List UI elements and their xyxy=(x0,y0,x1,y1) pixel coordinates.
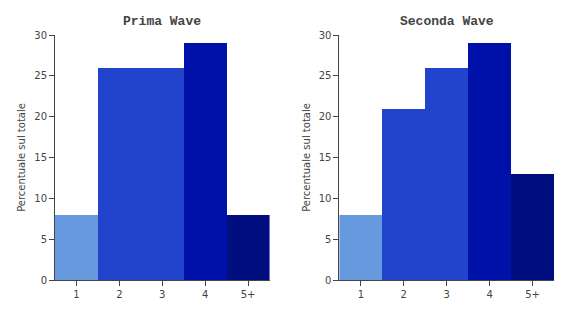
svg-text:20: 20 xyxy=(319,111,332,122)
svg-text:0: 0 xyxy=(325,275,331,286)
svg-text:30: 30 xyxy=(34,30,47,41)
svg-text:20: 20 xyxy=(34,111,47,122)
svg-text:3: 3 xyxy=(159,289,165,300)
svg-text:5: 5 xyxy=(325,234,331,245)
svg-text:1: 1 xyxy=(358,289,364,300)
svg-text:Prima Wave: Prima Wave xyxy=(123,14,201,29)
svg-text:25: 25 xyxy=(319,70,332,81)
svg-text:4: 4 xyxy=(486,289,492,300)
svg-text:2: 2 xyxy=(401,289,407,300)
svg-text:30: 30 xyxy=(319,30,332,41)
svg-text:Percentuale sul totale: Percentuale sul totale xyxy=(301,103,312,212)
svg-text:4: 4 xyxy=(202,289,208,300)
svg-text:15: 15 xyxy=(34,152,47,163)
svg-text:Percentuale sul totale: Percentuale sul totale xyxy=(16,103,27,212)
svg-text:2: 2 xyxy=(116,289,122,300)
svg-text:3: 3 xyxy=(444,289,450,300)
svg-text:5+: 5+ xyxy=(525,289,540,300)
svg-text:0: 0 xyxy=(41,275,47,286)
svg-text:10: 10 xyxy=(319,193,332,204)
svg-text:10: 10 xyxy=(34,193,47,204)
svg-text:25: 25 xyxy=(34,70,47,81)
svg-text:Seconda Wave: Seconda Wave xyxy=(400,14,494,29)
svg-text:5+: 5+ xyxy=(241,289,256,300)
svg-text:1: 1 xyxy=(73,289,79,300)
svg-text:15: 15 xyxy=(319,152,332,163)
svg-text:5: 5 xyxy=(41,234,47,245)
